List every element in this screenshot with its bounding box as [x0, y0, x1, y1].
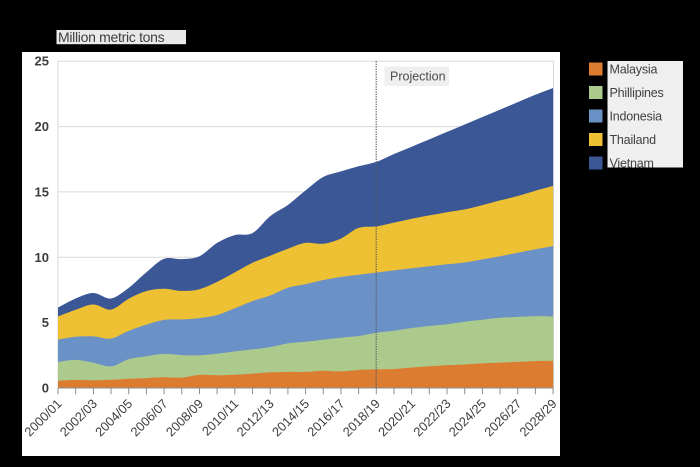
svg-text:Vietnam: Vietnam: [610, 156, 654, 170]
svg-text:Malaysia: Malaysia: [610, 62, 658, 76]
svg-text:25: 25: [35, 54, 49, 69]
svg-text:Projection: Projection: [390, 70, 446, 84]
svg-text:10: 10: [35, 250, 49, 265]
svg-text:5: 5: [42, 315, 49, 330]
svg-text:Thailand: Thailand: [610, 133, 657, 147]
svg-text:0: 0: [42, 381, 49, 396]
svg-text:15: 15: [35, 184, 49, 199]
svg-text:20: 20: [35, 119, 49, 134]
svg-text:Million metric tons: Million metric tons: [58, 29, 165, 45]
svg-text:Phillipines: Phillipines: [610, 86, 664, 100]
svg-text:Indonesia: Indonesia: [610, 109, 663, 123]
